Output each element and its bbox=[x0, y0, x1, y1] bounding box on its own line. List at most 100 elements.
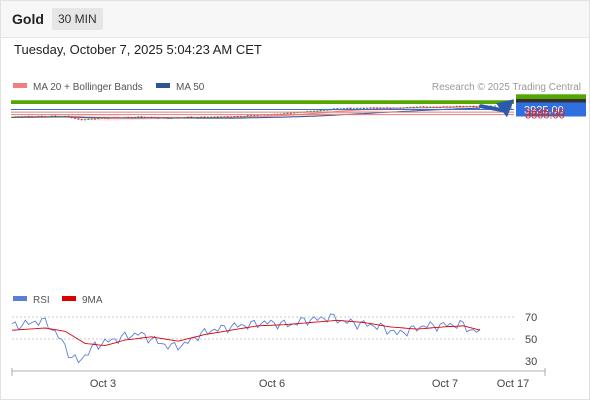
candle bbox=[425, 106, 428, 108]
candle bbox=[409, 106, 412, 108]
candle bbox=[153, 116, 156, 119]
candle bbox=[200, 116, 203, 118]
candle bbox=[60, 116, 63, 118]
candle bbox=[166, 117, 170, 119]
candle bbox=[458, 105, 462, 107]
candle bbox=[100, 117, 103, 119]
candle bbox=[399, 107, 402, 109]
x-tick-label: Oct 17 bbox=[497, 378, 529, 390]
candle bbox=[150, 116, 153, 119]
x-tick-label: Oct 6 bbox=[259, 378, 285, 390]
candle bbox=[10, 116, 14, 118]
candle bbox=[415, 106, 419, 108]
rsi-line bbox=[11, 313, 481, 364]
candle bbox=[472, 105, 475, 108]
candle bbox=[385, 107, 389, 109]
candle bbox=[445, 106, 448, 108]
candle bbox=[246, 115, 249, 117]
candle bbox=[163, 117, 166, 119]
candle bbox=[67, 115, 70, 118]
candle bbox=[439, 106, 442, 108]
candle bbox=[236, 115, 239, 118]
candle bbox=[90, 118, 93, 120]
candle bbox=[452, 106, 455, 108]
candle bbox=[395, 107, 399, 109]
credit-text: Research © 2025 Trading Central bbox=[432, 82, 581, 93]
candle bbox=[93, 118, 97, 120]
candle bbox=[349, 107, 352, 110]
candle bbox=[206, 116, 209, 118]
timeframe-badge[interactable]: 30 MIN bbox=[52, 8, 103, 30]
candle bbox=[243, 115, 246, 118]
candle bbox=[156, 117, 160, 119]
candle bbox=[50, 115, 53, 117]
candle bbox=[233, 115, 236, 118]
rsi-panel: 70 50 30 bbox=[11, 312, 537, 368]
candle bbox=[462, 105, 465, 108]
candle bbox=[27, 115, 30, 118]
symbol-title: Gold bbox=[12, 11, 44, 27]
candle bbox=[54, 115, 57, 117]
ma50-legend-swatch bbox=[156, 83, 170, 88]
candle bbox=[312, 110, 316, 112]
rsi-tick-label: 50 bbox=[525, 334, 537, 346]
candle bbox=[465, 105, 468, 108]
candle bbox=[180, 117, 183, 119]
candle bbox=[123, 116, 126, 119]
ma50-legend-label: MA 50 bbox=[176, 82, 205, 93]
candle bbox=[64, 115, 67, 117]
candle bbox=[47, 116, 50, 118]
candle bbox=[160, 117, 163, 119]
candle bbox=[402, 107, 405, 109]
candle bbox=[316, 110, 319, 112]
candle bbox=[87, 118, 90, 120]
candle bbox=[229, 116, 233, 118]
candle bbox=[117, 117, 120, 119]
candle bbox=[356, 107, 359, 110]
candle bbox=[107, 117, 110, 119]
candle bbox=[422, 106, 425, 108]
candle bbox=[389, 107, 392, 109]
rsi-ma9-line bbox=[11, 319, 481, 347]
candle bbox=[34, 116, 37, 118]
candle bbox=[186, 116, 190, 118]
candle bbox=[359, 107, 362, 109]
forecast-arrowhead bbox=[496, 99, 514, 118]
candle bbox=[286, 112, 289, 114]
candle bbox=[176, 116, 180, 119]
x-tick-label: Oct 3 bbox=[90, 378, 116, 390]
candle bbox=[392, 107, 395, 109]
candle bbox=[289, 112, 292, 114]
timestamp: Tuesday, October 7, 2025 5:04:23 AM CET bbox=[14, 42, 262, 57]
candle bbox=[379, 107, 382, 109]
candle bbox=[342, 107, 346, 110]
rsi-tick-label: 70 bbox=[525, 312, 537, 324]
levels-group: 4020.004000.003965.723925.003895.003865.… bbox=[11, 94, 586, 122]
candle bbox=[30, 115, 34, 118]
candle bbox=[70, 116, 73, 119]
candle bbox=[239, 115, 243, 118]
x-axis: Oct 3 Oct 6 Oct 7 Oct 17 bbox=[11, 368, 546, 390]
rsi-legend-label: RSI bbox=[33, 295, 50, 306]
candle bbox=[193, 116, 196, 119]
ma50-line bbox=[11, 107, 481, 119]
candle bbox=[352, 108, 355, 110]
candle bbox=[455, 105, 458, 108]
candle bbox=[127, 116, 130, 118]
forecast-arrow bbox=[479, 104, 505, 113]
header-bar: Gold 30 MIN bbox=[1, 1, 589, 38]
candle bbox=[146, 117, 150, 119]
level-label: 3925.00 bbox=[524, 105, 564, 117]
candle bbox=[405, 106, 409, 109]
candle bbox=[213, 116, 216, 118]
candle bbox=[97, 117, 100, 120]
level-tag bbox=[516, 102, 586, 117]
candle bbox=[220, 116, 223, 118]
candle bbox=[412, 106, 415, 108]
candle bbox=[14, 116, 17, 118]
candle bbox=[216, 116, 219, 118]
candle bbox=[120, 117, 123, 119]
ma9-legend-label: 9MA bbox=[82, 295, 103, 306]
candle bbox=[190, 116, 193, 118]
